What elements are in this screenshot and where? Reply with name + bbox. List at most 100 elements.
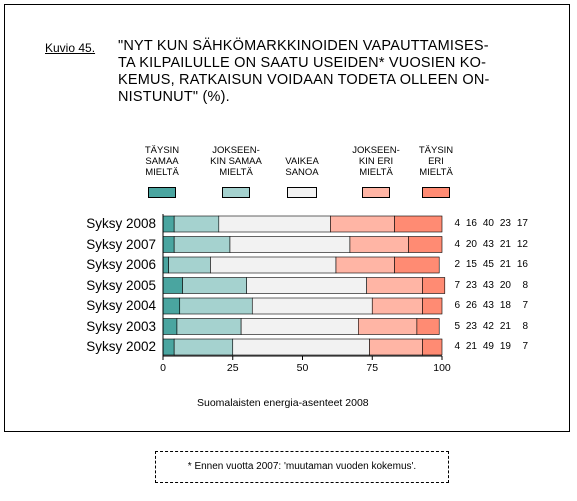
bar-segment	[371, 297, 423, 315]
bar-segment	[408, 236, 443, 253]
value-row: 4 21 49 19 7	[452, 341, 528, 352]
bar-segment	[422, 297, 443, 315]
legend-label-line: JOKSEEN-	[212, 145, 260, 156]
bar-segment	[168, 256, 211, 274]
value-label: 21	[499, 238, 511, 250]
figure-title: "NYT KUN SÄHKÖMARKKINOIDEN VAPAUTTAMISES…	[118, 38, 548, 106]
value-label: 6	[454, 300, 460, 311]
value-label: 7	[454, 279, 460, 291]
legend-label: JOKSEEN- KIN SAMAA MIELTÄ	[196, 145, 276, 178]
legend-swatch	[287, 187, 317, 198]
value-label: 4	[454, 238, 460, 250]
bar-segment	[162, 236, 175, 253]
category-label: Syksy 2003	[86, 318, 156, 334]
legend-label: JOKSEEN- KIN ERI MIELTÄ	[336, 145, 416, 178]
value-label: 23	[465, 279, 477, 291]
value-label: 5	[454, 320, 460, 332]
value-label: 23	[465, 320, 477, 332]
bar-segment	[162, 277, 183, 294]
category-label: Syksy 2007	[86, 236, 156, 252]
value-label: 2	[454, 259, 460, 270]
footnote-box: * Ennen vuotta 2007: 'muutaman vuoden ko…	[155, 451, 449, 483]
bar-segment	[162, 318, 178, 335]
title-line: "NYT KUN SÄHKÖMARKKINOIDEN VAPAUTTAMISES…	[118, 38, 489, 54]
value-label: 18	[499, 300, 511, 311]
bar-segment	[218, 215, 331, 233]
category-label: Syksy 2004	[86, 298, 156, 313]
value-label: 12	[516, 238, 528, 250]
figure-label: Kuvio 45.	[45, 41, 96, 55]
bar-segment	[229, 236, 351, 253]
footnote: * Ennen vuotta 2007: 'muutaman vuoden ko…	[187, 461, 417, 472]
value-label: 42	[482, 320, 494, 332]
value-label: 40	[482, 218, 494, 229]
bar-segment	[182, 277, 247, 294]
legend-label-line: JOKSEEN-	[352, 145, 400, 156]
value-label: 16	[465, 218, 477, 229]
value-label: 17	[516, 218, 528, 229]
legend-label-line: MIELTÄ	[359, 167, 393, 178]
value-row: 7 23 43 20 8	[452, 280, 528, 291]
bar-segment	[246, 277, 367, 294]
value-label: 43	[482, 300, 494, 311]
bar-segment	[369, 338, 423, 356]
value-label: 21	[465, 341, 477, 352]
legend-label-line: ERI	[428, 156, 444, 167]
legend-label-line: KIN SAMAA	[210, 156, 262, 167]
value-label: 4	[454, 218, 460, 229]
legend-swatch	[362, 187, 390, 198]
value-label: 19	[499, 341, 511, 352]
legend-label-line: VAIKEA	[285, 156, 319, 167]
bar-segment	[394, 215, 443, 233]
value-row: 6 26 43 18 7	[452, 300, 528, 311]
bar-segment	[173, 338, 234, 356]
bar-segment	[162, 297, 181, 315]
value-label: 26	[465, 300, 477, 311]
bar-segment	[162, 215, 175, 233]
source-label: Suomalaisten energia-asenteet 2008	[197, 397, 369, 409]
legend-label: TÄYSIN ERI MIELTÄ	[396, 145, 476, 178]
x-tick-label: 75	[366, 362, 379, 374]
bar-segment	[179, 297, 253, 315]
bar-segment	[422, 338, 443, 356]
value-label: 45	[482, 259, 494, 270]
bar-segment	[176, 318, 242, 335]
legend-label: VAIKEA SANOA	[262, 156, 342, 178]
bar-segment	[210, 256, 337, 274]
x-tick-label: 0	[160, 362, 166, 374]
legend-label-line: KIN ERI	[358, 156, 394, 167]
value-label: 15	[465, 259, 477, 270]
value-label: 20	[499, 279, 511, 291]
value-label: 49	[482, 341, 494, 352]
x-tick-label: 25	[226, 362, 239, 374]
legend-label: TÄYSIN SAMAA MIELTÄ	[122, 145, 202, 178]
value-label: 7	[522, 300, 528, 311]
category-label: Syksy 2005	[86, 277, 156, 293]
bar-segment	[422, 277, 446, 294]
x-tick-label: 50	[296, 362, 309, 374]
legend-label-line: SANOA	[285, 167, 319, 178]
legend-label-line: SAMAA	[145, 156, 179, 167]
value-label: 43	[482, 238, 494, 250]
value-row: 4 20 43 21 12	[452, 239, 528, 250]
bar-segment	[416, 318, 440, 335]
value-row: 4 16 40 23 17	[452, 218, 528, 229]
legend-label-line: MIELTÄ	[145, 167, 179, 178]
value-label: 43	[482, 279, 494, 291]
bar-segment	[232, 338, 370, 356]
chart-frame	[4, 4, 570, 432]
value-label: 16	[516, 259, 528, 270]
legend-swatch	[222, 187, 250, 198]
value-label: 20	[465, 238, 477, 250]
bar-segment	[240, 318, 359, 335]
value-label: 8	[522, 279, 528, 291]
value-row: 2 15 45 21 16	[452, 259, 528, 270]
bar-segment	[349, 236, 409, 253]
value-label: 7	[522, 341, 528, 352]
value-label: 4	[454, 341, 460, 352]
legend-label-line: MIELTÄ	[419, 167, 453, 178]
legend-swatch	[148, 187, 176, 198]
legend-label-line: MIELTÄ	[219, 167, 253, 178]
title-line: TA KILPAILULLE ON SAATU USEIDEN* VUOSIEN…	[118, 55, 487, 71]
